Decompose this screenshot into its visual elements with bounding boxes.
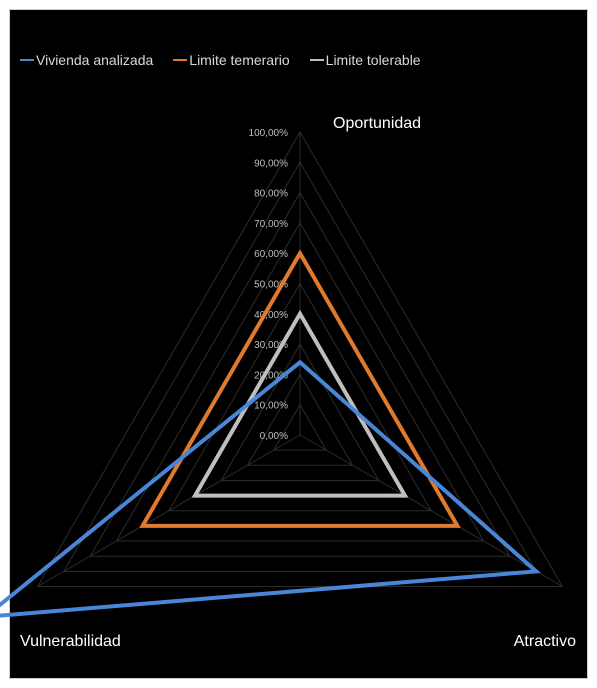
legend-label-temerario: Limite temerario — [189, 52, 290, 68]
axis-label-vulnerabilidad: Vulnerabilidad — [20, 633, 121, 650]
tick-label: 100,00% — [249, 128, 289, 139]
grid-ring-50 — [167, 282, 433, 512]
axis-label-oportunidad: Oportunidad — [333, 115, 421, 132]
legend-swatch-temerario — [173, 59, 188, 61]
tick-label: 0,00% — [260, 431, 288, 442]
legend-swatch-vivienda — [20, 59, 34, 61]
tick-label: 80,00% — [254, 189, 288, 200]
legend-item-temerario: Limite temerario — [173, 52, 290, 68]
grid-ring-20 — [246, 373, 354, 466]
legend-item-tolerable: Limite tolerable — [309, 52, 421, 68]
series-line-vivienda-analizada — [0, 359, 541, 618]
grid-ring-30 — [220, 343, 380, 481]
legend-item-vivienda: Vivienda analizada — [20, 52, 153, 68]
grid-ring-80 — [89, 191, 511, 557]
series-line-limite-temerario — [139, 249, 461, 528]
grid-ring-100 — [36, 131, 564, 587]
tick-label: 90,00% — [254, 158, 288, 169]
axis-label-atractivo: Atractivo — [514, 633, 576, 650]
grid-ring-70 — [115, 221, 485, 542]
grid-ring-10 — [272, 403, 328, 451]
chart-legend: Vivienda analizada Limite temerario Limi… — [20, 52, 421, 68]
tick-label: 70,00% — [254, 219, 288, 230]
legend-label-vivienda: Vivienda analizada — [36, 52, 154, 68]
legend-swatch-tolerable — [309, 59, 324, 61]
grid-spoke — [37, 434, 301, 587]
tick-label: 10,00% — [254, 401, 288, 412]
grid-spoke — [299, 434, 563, 587]
tick-label: 50,00% — [254, 280, 288, 291]
tick-label: 40,00% — [254, 310, 288, 321]
chart-frame — [9, 9, 588, 679]
legend-label-tolerable: Limite tolerable — [325, 52, 421, 68]
tick-label: 60,00% — [254, 249, 288, 260]
tick-label: 20,00% — [254, 370, 288, 381]
tick-label: 30,00% — [254, 340, 288, 351]
grid-ring-90 — [62, 161, 538, 572]
